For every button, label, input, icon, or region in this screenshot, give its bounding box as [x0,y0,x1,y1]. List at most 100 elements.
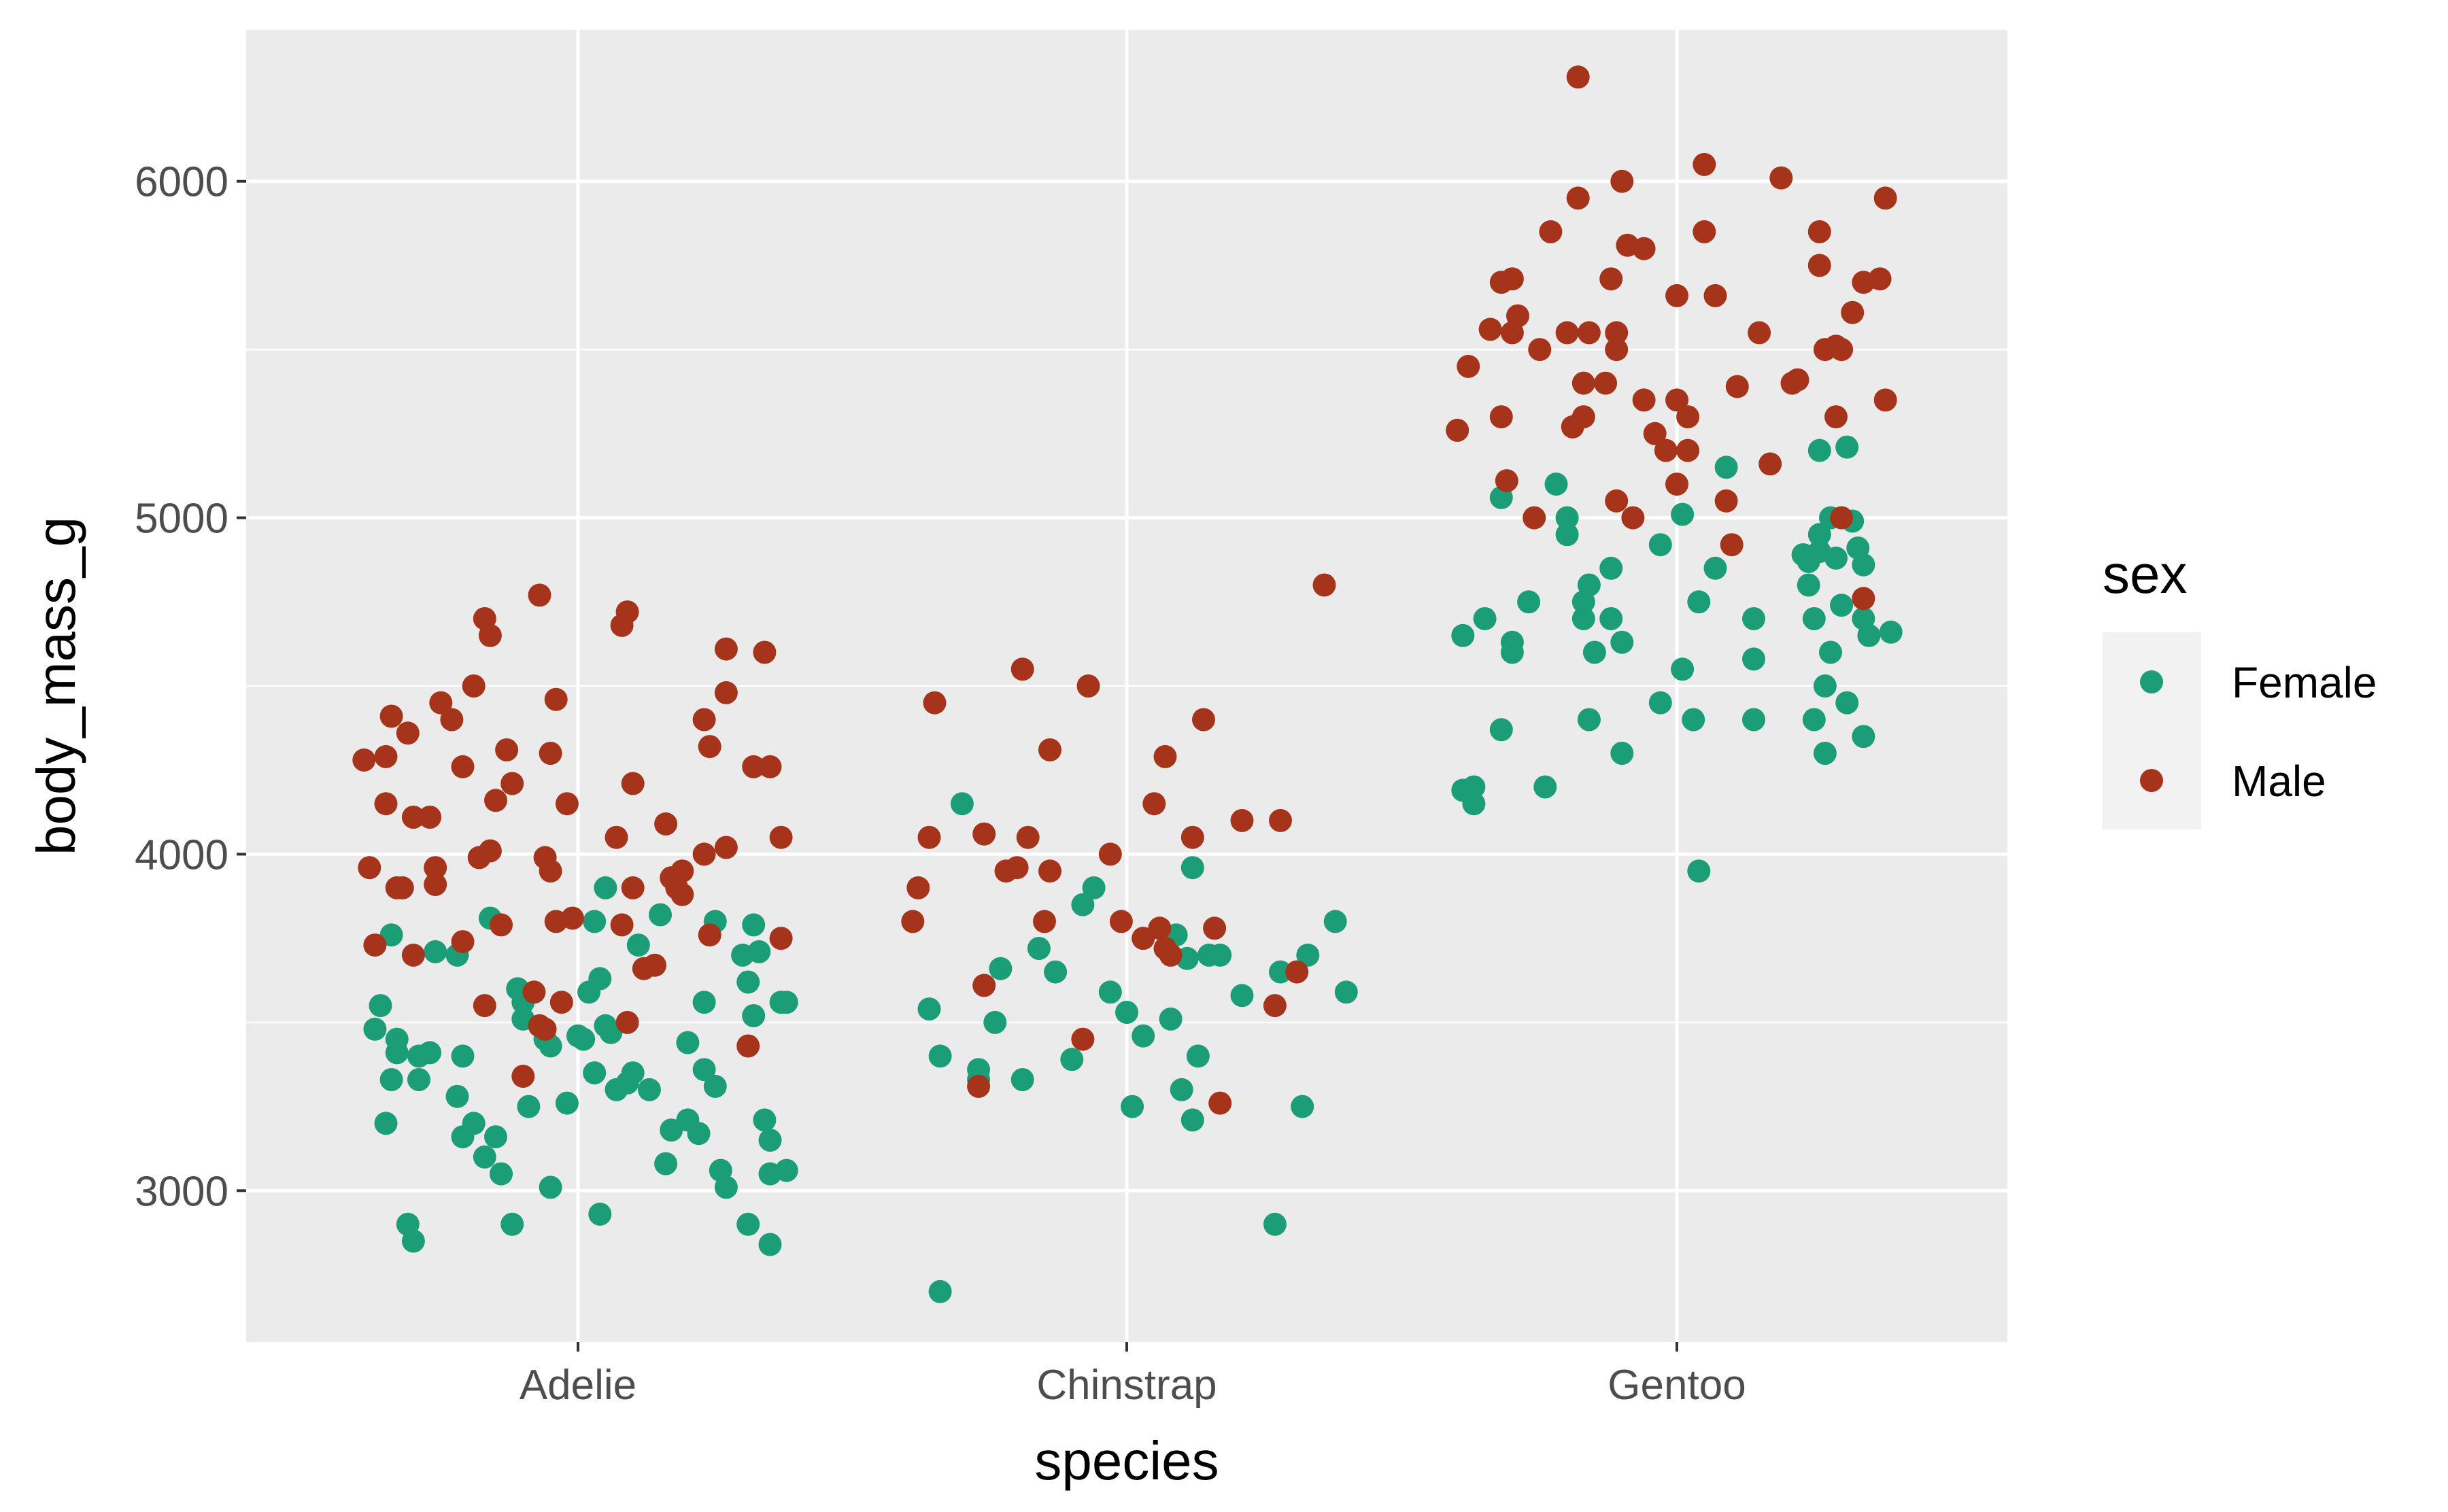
axes: 3000 4000 5000 6000 Adelie Chinstrap Gentoo [135,159,1746,1409]
point-female [1813,742,1837,765]
point-female [1742,708,1765,732]
point-female [1879,620,1903,644]
point-female [1648,533,1672,557]
point-female [1813,674,1837,698]
point-female [588,1202,612,1226]
point-female [1555,506,1579,530]
point-male [1807,254,1831,277]
point-female [654,1152,678,1175]
point-female [407,1068,430,1091]
point-male [1457,354,1480,378]
point-female [1835,435,1859,459]
y-tick-label: 5000 [135,496,228,543]
point-female [950,792,974,816]
point-male [1758,452,1782,476]
point-male [401,943,425,967]
point-male [429,691,453,715]
point-male [967,1074,991,1098]
point-female [1582,640,1606,664]
point-male [1703,284,1727,307]
point-male [1868,267,1892,291]
point-female [1451,623,1475,647]
point-female [1807,439,1831,462]
point-female [500,1212,524,1236]
point-male [358,856,381,880]
point-male [769,825,793,849]
point-male [549,991,573,1014]
point-male [1528,338,1552,362]
point-female [626,933,650,957]
point-male [1285,960,1309,984]
point-female [1687,859,1711,883]
point-male [758,755,782,778]
point-male [1098,842,1122,866]
point-female [363,1017,387,1041]
point-male [1446,418,1469,442]
point-male [654,812,678,836]
point-male [1208,1091,1232,1115]
point-male [1824,405,1848,429]
point-male [1621,506,1645,530]
point-female [1599,556,1623,580]
point-male [424,856,447,880]
point-female [1071,893,1095,916]
x-tick-label: Adelie [520,1362,636,1409]
point-male [736,1034,760,1058]
point-male [374,744,398,768]
point-male [698,735,721,759]
point-female [1132,1024,1155,1048]
point-female [703,1074,727,1098]
point-female [742,913,766,937]
point-female [1830,594,1854,617]
point-male [670,882,694,906]
point-male [1005,856,1029,880]
point-male [401,806,425,829]
point-male [1033,910,1056,933]
point-female [473,1145,496,1169]
point-female [775,1158,798,1182]
point-female [917,997,941,1021]
point-female [1115,1001,1138,1024]
point-male [374,792,398,816]
y-tick-label: 6000 [135,159,228,206]
legend-label-female: Female [2232,658,2377,707]
point-female [649,903,672,927]
point-male [1643,422,1667,445]
point-female [1462,792,1486,816]
point-male [511,1065,535,1088]
point-male [1566,186,1590,210]
point-female [1186,1044,1210,1068]
point-female [1682,708,1705,732]
point-female [1208,943,1232,967]
point-male [473,994,496,1018]
point-male [1852,587,1875,611]
point-female [1159,1007,1183,1031]
point-male [478,839,502,863]
point-female [424,940,447,963]
point-male [610,913,634,937]
point-female [517,1095,541,1118]
point-female [692,991,716,1014]
point-male [1605,489,1629,513]
point-female [1170,1078,1193,1101]
point-male [462,674,486,698]
point-male [424,873,447,896]
point-male [1720,533,1744,557]
point-male [528,583,551,607]
point-female [676,1031,700,1054]
point-female [1852,725,1875,749]
point-male [560,906,584,930]
point-female [758,1233,782,1256]
point-male [1506,304,1529,328]
point-male [1873,186,1897,210]
point-female [1263,1212,1287,1236]
point-male [1807,220,1831,243]
point-male [670,859,694,883]
point-male [522,980,546,1004]
point-male [544,687,568,711]
point-female [1555,523,1579,547]
point-female [484,1125,507,1149]
point-male [1676,439,1700,462]
y-tick-label: 4000 [135,831,228,878]
point-male [1693,220,1716,243]
